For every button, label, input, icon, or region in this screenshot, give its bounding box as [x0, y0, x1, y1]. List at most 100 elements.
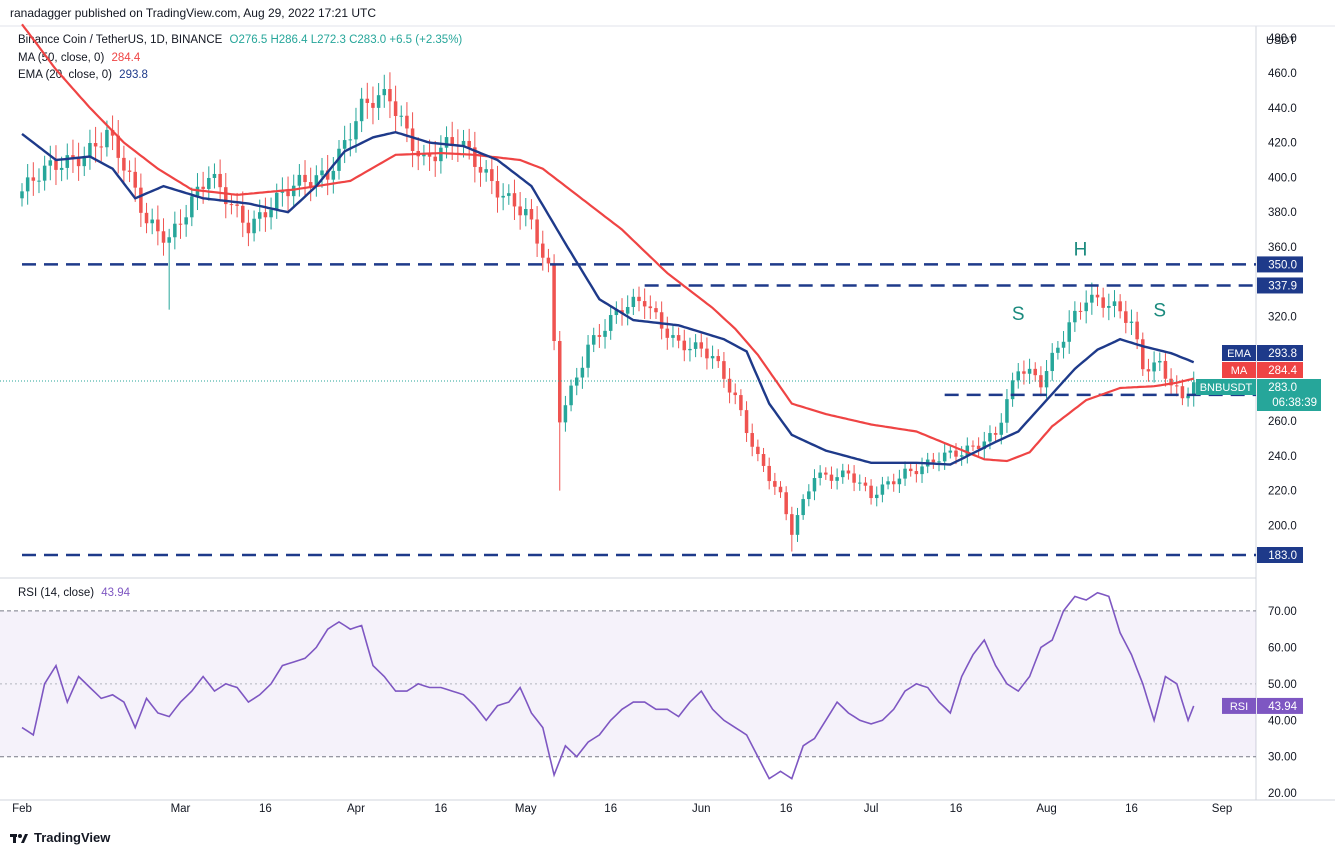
candle-body: [439, 147, 443, 162]
candle-body: [1169, 378, 1173, 386]
candle-body: [971, 445, 975, 447]
candle-body: [354, 121, 358, 140]
last-tag-label-bg: [1196, 379, 1256, 395]
publisher-line: ranadagger published on TradingView.com,…: [10, 6, 377, 20]
candle-body: [682, 340, 687, 351]
time-tick-label: Jun: [692, 803, 711, 815]
candle-body: [473, 147, 477, 167]
candle-body: [1039, 375, 1043, 388]
candle-body: [291, 185, 296, 197]
candle-body: [931, 459, 936, 463]
candle-body: [801, 499, 805, 516]
time-tick-label: 16: [780, 803, 793, 815]
candle-body: [676, 335, 681, 341]
last-tag-label: BNBUSDT: [1200, 382, 1253, 394]
candle-body: [586, 344, 590, 368]
candle-body: [942, 452, 947, 462]
candle-body: [1022, 371, 1026, 374]
candle-body: [603, 330, 607, 337]
candle-body: [461, 140, 466, 147]
candle-body: [331, 170, 336, 180]
tradingview-logo-icon: [10, 833, 28, 843]
candle-body: [1073, 310, 1077, 323]
rsi-tick-label: 20.00: [1268, 788, 1297, 800]
candle-body: [744, 410, 749, 434]
price-tick-label: 480.0: [1268, 33, 1297, 45]
candle-body: [1129, 321, 1134, 323]
ma-legend: MA (50, close, 0) 284.4: [18, 52, 140, 64]
candle-body: [88, 143, 92, 157]
last-tag-value-bg: [1257, 379, 1321, 411]
candle-body: [891, 481, 896, 485]
candle-body: [563, 405, 568, 423]
candle-body: [790, 514, 794, 535]
candle-body: [478, 166, 483, 173]
candle-body: [501, 195, 505, 198]
price-tick-label: 420.0: [1268, 138, 1297, 150]
rsi-tick-label: 40.00: [1268, 715, 1297, 727]
candle-body: [710, 356, 715, 359]
ema-20-line: [21, 130, 1195, 466]
candle-body: [665, 328, 670, 338]
candle-body: [207, 177, 211, 189]
candle-body: [1141, 339, 1145, 370]
time-tick-label: 16: [950, 803, 963, 815]
candle-body: [167, 237, 171, 243]
candle-body: [569, 385, 573, 406]
candle-body: [869, 485, 873, 499]
candle-body: [688, 348, 692, 351]
candle-body: [727, 378, 732, 393]
candle-body: [637, 296, 641, 302]
price-tick-label: 220.0: [1268, 486, 1297, 498]
level-tag-bg-350.0: [1257, 256, 1303, 273]
candle-body: [1152, 362, 1156, 372]
candle-body: [1146, 369, 1151, 372]
candle-body: [529, 209, 534, 220]
rsi-band-fill: [0, 610, 1256, 757]
last-tag-value: 283.0: [1268, 382, 1297, 394]
candle-body: [1191, 382, 1196, 396]
rsi-tick-label: 70.00: [1268, 606, 1297, 618]
candle-body: [359, 98, 364, 122]
candle-body: [405, 115, 409, 129]
ma-50-line: [21, 23, 1194, 463]
price-tick-label: 200.0: [1268, 520, 1297, 532]
candle-body: [818, 472, 822, 479]
candle-body: [178, 223, 183, 225]
candle-body: [756, 446, 760, 455]
candle-body: [739, 395, 743, 411]
candle-body: [518, 206, 522, 216]
candle-body: [976, 445, 981, 450]
candle-body: [824, 472, 828, 475]
candle-body: [648, 306, 653, 309]
tradingview-logo[interactable]: TradingView: [10, 830, 110, 845]
candle-body: [376, 95, 381, 108]
candle-body: [59, 167, 64, 170]
candle-body: [1033, 368, 1037, 376]
candle-body: [897, 478, 902, 485]
candle-body: [484, 169, 488, 173]
candle-body: [886, 481, 890, 485]
candle-body: [778, 486, 783, 493]
ma-legend-value: 284.4: [111, 52, 141, 64]
candle-body: [795, 515, 800, 535]
candle-body: [393, 101, 398, 116]
candle-body: [201, 186, 205, 189]
candle-body: [722, 361, 726, 379]
candle-body: [1050, 352, 1054, 372]
candle-body: [699, 342, 704, 349]
candle-body: [654, 308, 658, 313]
candle-body: [524, 209, 528, 216]
candle-body: [580, 367, 585, 378]
price-tick-label: 440.0: [1268, 103, 1297, 115]
candle-body: [54, 160, 58, 170]
level-tag-bg-337.9: [1257, 277, 1303, 294]
candles-group: [20, 72, 1196, 552]
candle-body: [37, 180, 41, 182]
candle-body: [450, 137, 454, 145]
candle-body: [110, 129, 115, 136]
candle-body: [750, 433, 754, 447]
level-tag-label: 183.0: [1268, 550, 1297, 562]
